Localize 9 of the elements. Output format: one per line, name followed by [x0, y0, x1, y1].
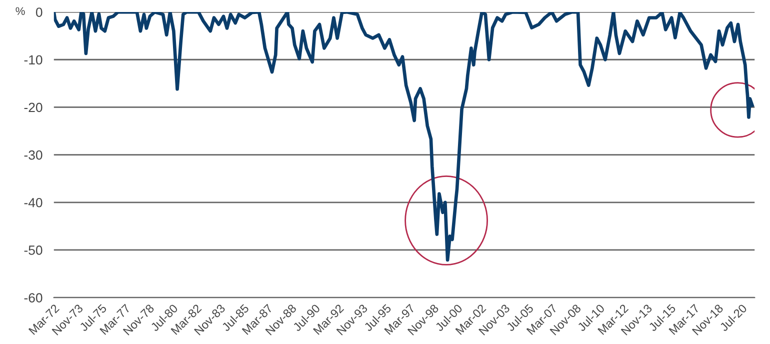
y-tick-label: -10 — [24, 55, 42, 65]
y-tick-label: -60 — [24, 293, 42, 302]
y-tick-label: -50 — [24, 246, 42, 255]
y-axis-title: % — [16, 7, 25, 15]
line-series — [54, 12, 754, 262]
y-tick-label: -20 — [24, 102, 42, 112]
y-tick-label: -30 — [24, 150, 42, 160]
y-tick-label: 0 — [36, 8, 42, 17]
y-tick-label: -40 — [24, 198, 42, 208]
